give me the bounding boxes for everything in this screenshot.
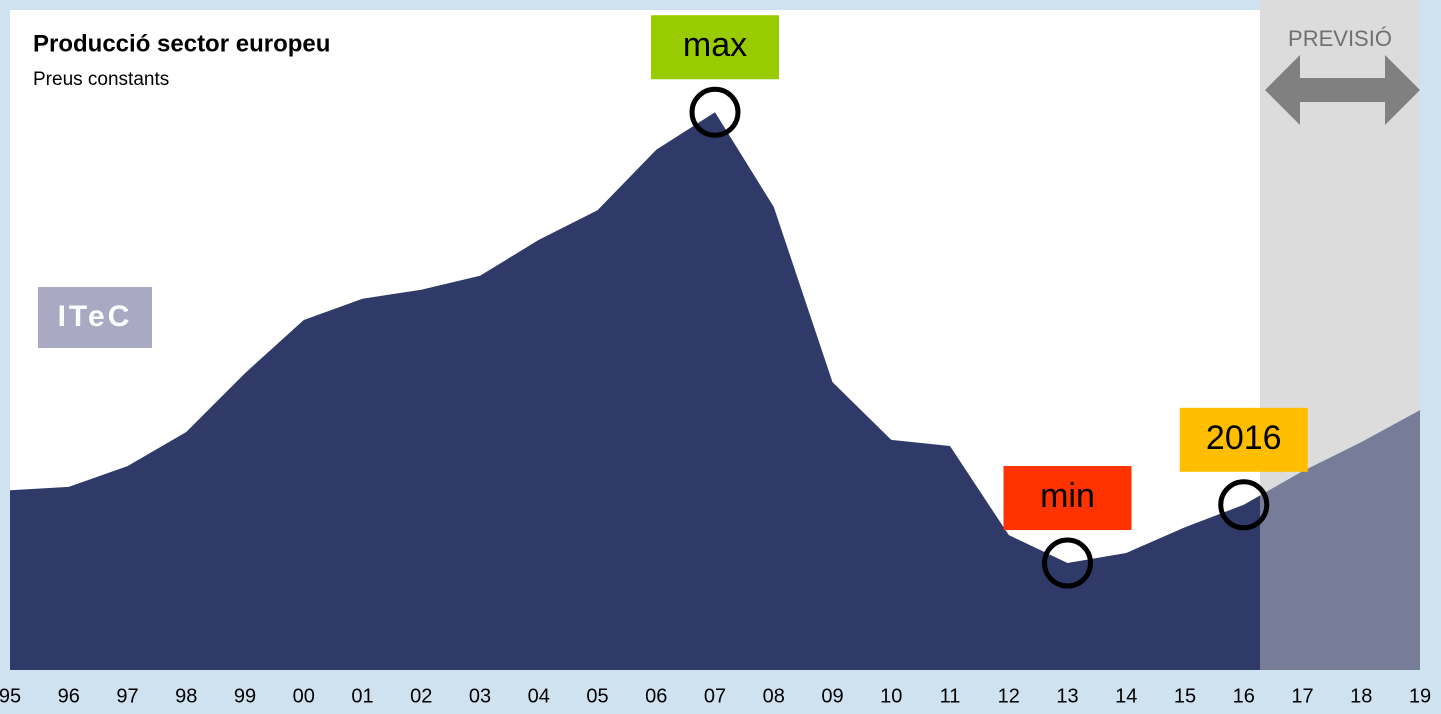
annotation-label: max xyxy=(683,26,747,64)
annotation-circle xyxy=(1218,479,1270,531)
logo-box xyxy=(38,287,152,348)
x-tick-label: 05 xyxy=(586,685,608,707)
x-tick-label: 96 xyxy=(58,685,80,707)
forecast-area xyxy=(1260,410,1420,670)
x-tick-label: 06 xyxy=(645,685,667,707)
annotation-circle xyxy=(1042,537,1093,589)
x-tick-label: 04 xyxy=(528,685,550,707)
x-tick-label: 16 xyxy=(1233,685,1255,707)
x-tick-label: 99 xyxy=(234,685,256,707)
x-tick-label: 17 xyxy=(1291,685,1313,707)
chart-subtitle: Preus constants xyxy=(33,69,169,90)
x-tick-label: 01 xyxy=(351,685,373,707)
x-tick-label: 10 xyxy=(880,685,902,707)
x-tick-label: 11 xyxy=(940,685,961,707)
annotation-label: min xyxy=(1040,477,1095,515)
x-tick-label: 18 xyxy=(1350,685,1372,707)
x-tick-label: 13 xyxy=(1056,685,1078,707)
x-tick-label: 08 xyxy=(763,685,785,707)
area xyxy=(10,112,1260,670)
x-tick-label: 14 xyxy=(1115,685,1137,707)
x-tick-label: 07 xyxy=(704,685,726,707)
x-tick-label: 12 xyxy=(998,685,1020,707)
chart-title: Producció sector europeu xyxy=(33,30,330,57)
annotation-box xyxy=(1179,407,1308,472)
annotation-circle xyxy=(689,86,741,138)
x-tick-label: 19 xyxy=(1409,685,1431,707)
x-tick-label: 02 xyxy=(410,685,432,707)
x-tick-label: 00 xyxy=(293,685,315,707)
forecast-arrow xyxy=(1265,55,1420,125)
logo: ITeC xyxy=(58,300,133,333)
x-tick-label: 09 xyxy=(821,685,843,707)
x-tick-label: 95 xyxy=(0,685,21,707)
annotation-label: 2016 xyxy=(1206,419,1282,457)
x-tick-label: 15 xyxy=(1174,685,1196,707)
forecast-label: PREVISIÓ xyxy=(1288,26,1392,51)
x-tick-label: 97 xyxy=(116,685,138,707)
annotation-box xyxy=(651,15,779,80)
x-tick-label: 03 xyxy=(469,685,491,707)
x-tick-label: 98 xyxy=(175,685,197,707)
annotation-box xyxy=(1003,466,1132,531)
